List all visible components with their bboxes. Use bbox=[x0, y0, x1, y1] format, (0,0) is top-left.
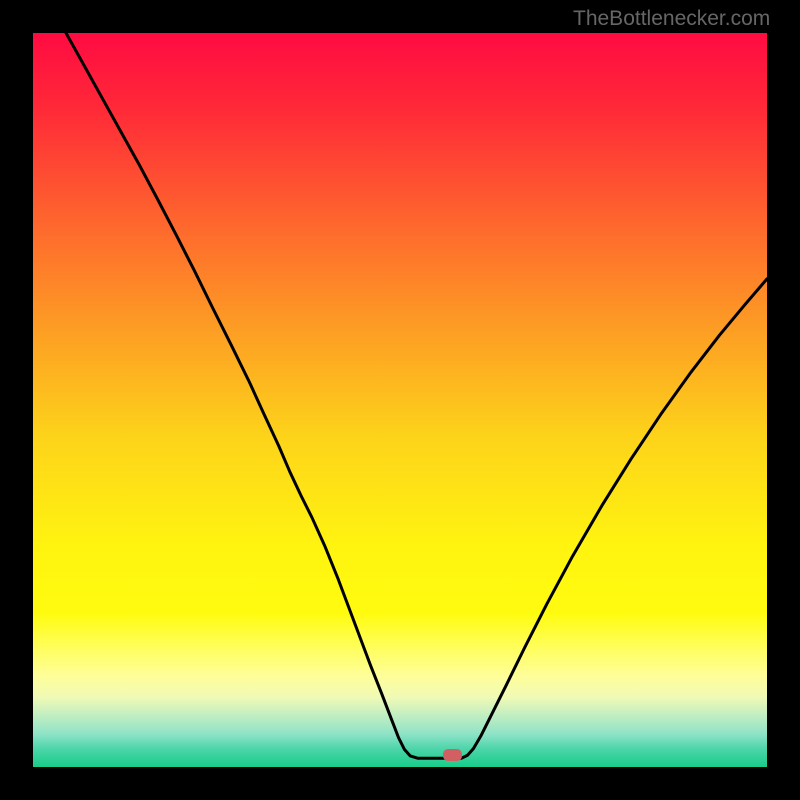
watermark-text: TheBottlenecker.com bbox=[573, 7, 770, 31]
optimum-marker bbox=[443, 749, 462, 761]
plot-gradient-area bbox=[33, 33, 767, 767]
chart-root: TheBottlenecker.com bbox=[0, 0, 800, 800]
